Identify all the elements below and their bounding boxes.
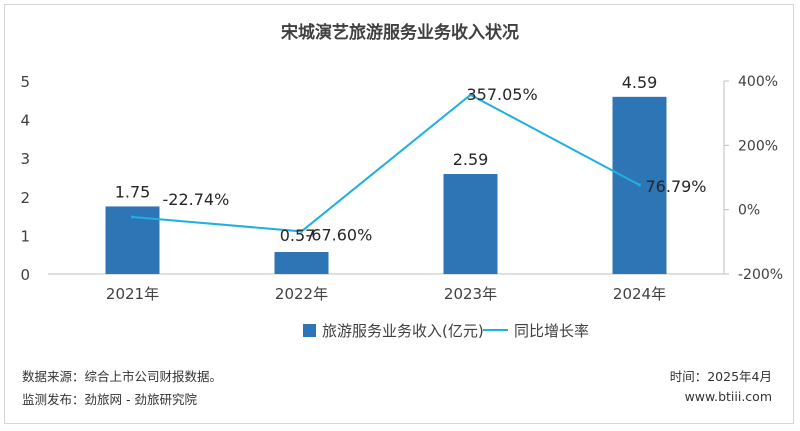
source-note: 数据来源：综合上市公司财报数据。 <box>22 369 223 384</box>
growth-point <box>131 215 134 219</box>
chart-title: 宋城演艺旅游服务业务收入状况 <box>281 23 519 43</box>
y-left-tick-label: 0 <box>20 266 30 284</box>
y-right-tick-label: -200% <box>738 267 783 283</box>
x-tick-label: 2024年 <box>613 285 666 303</box>
y-right-tick-label: 0% <box>738 203 760 219</box>
y-left-tick-label: 3 <box>20 150 30 168</box>
bar-value-label: 0.57 <box>280 226 316 245</box>
bar <box>443 174 498 274</box>
site-note: www.btiii.com <box>684 389 772 404</box>
y-right-tick-label: 400% <box>738 74 778 90</box>
line-value-label: -67.60% <box>306 225 373 244</box>
x-tick-label: 2023年 <box>444 285 497 303</box>
y-left-tick-label: 1 <box>20 227 30 245</box>
line-value-label: 357.05% <box>467 85 538 104</box>
bar <box>274 251 329 274</box>
legend-bar-label: 旅游服务业务收入(亿元) <box>322 322 484 340</box>
bar-value-label: 1.75 <box>115 182 151 201</box>
bar-value-label: 2.59 <box>453 150 489 169</box>
growth-point <box>638 183 641 187</box>
growth-point <box>469 93 472 97</box>
publisher-note: 监测发布：劲旅网 - 劲旅研究院 <box>22 392 197 407</box>
y-left-tick-label: 2 <box>20 189 30 207</box>
y-left-tick-label: 5 <box>20 73 30 91</box>
time-note: 时间：2025年4月 <box>669 369 772 384</box>
y-left-tick-label: 4 <box>20 112 30 130</box>
bar-value-label: 4.59 <box>622 73 658 92</box>
line-value-label: -22.74% <box>163 190 230 209</box>
growth-point <box>300 229 303 233</box>
growth-line <box>132 93 640 233</box>
x-tick-label: 2022年 <box>275 285 328 303</box>
x-tick-label: 2021年 <box>106 285 159 303</box>
y-right-tick-label: 200% <box>738 138 778 154</box>
line-value-label: 76.79% <box>646 177 707 196</box>
legend-bar-swatch <box>303 324 316 337</box>
legend-line-label: 同比增长率 <box>514 322 589 340</box>
